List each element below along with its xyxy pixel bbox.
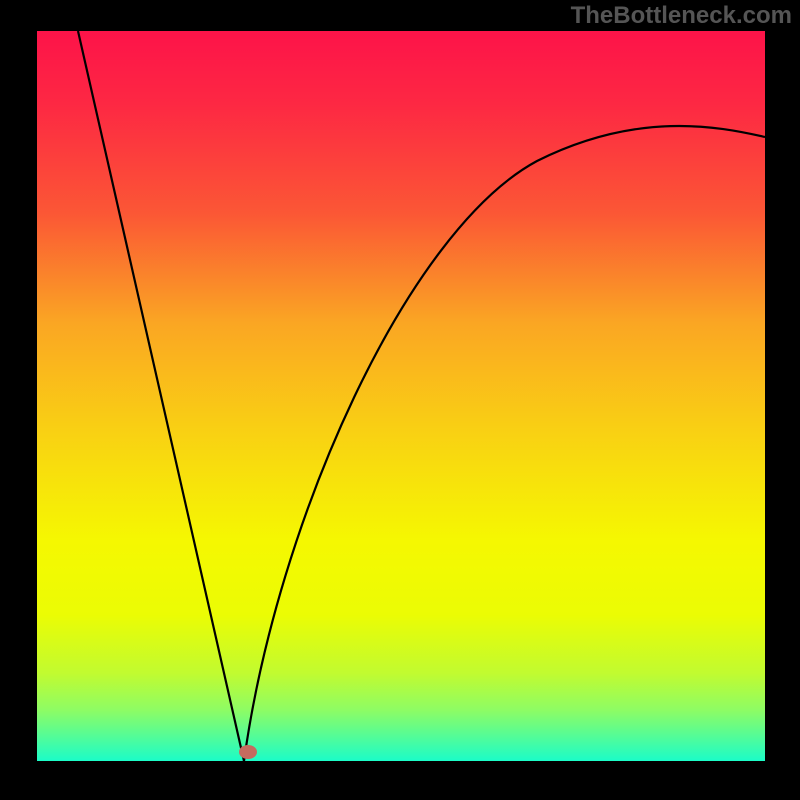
chart-container: TheBottleneck.com <box>0 0 800 800</box>
plot-background <box>37 31 765 761</box>
bottleneck-dot <box>239 745 257 759</box>
bottleneck-chart <box>37 31 765 761</box>
watermark-text: TheBottleneck.com <box>571 2 792 30</box>
